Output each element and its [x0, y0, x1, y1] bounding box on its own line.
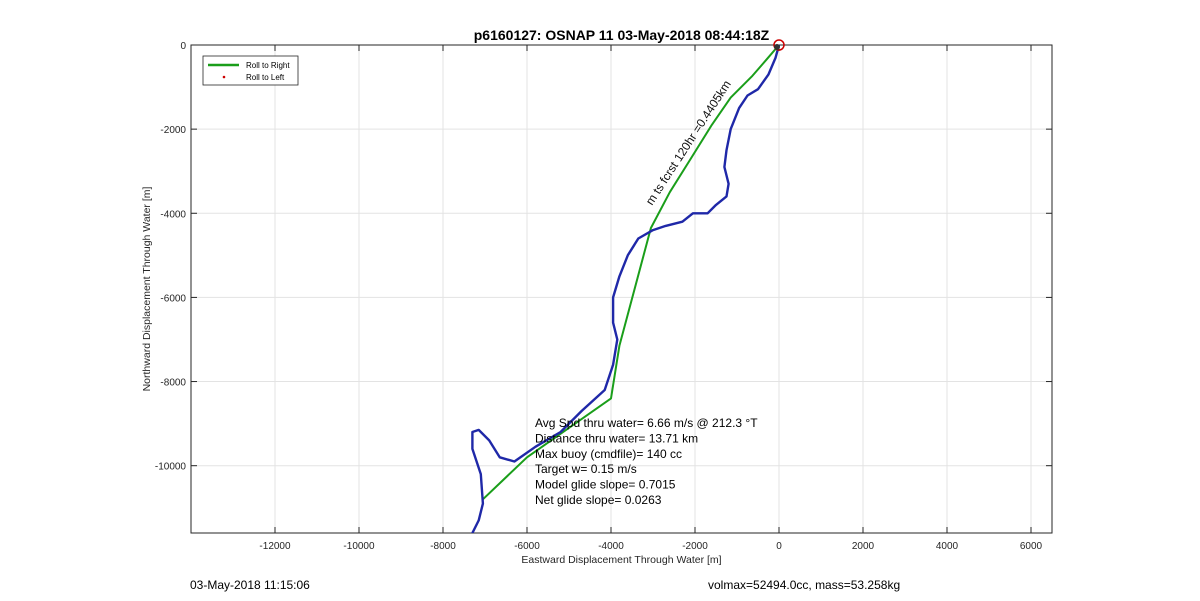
- annotation-text: Model glide slope= 0.7015: [535, 478, 676, 492]
- annotation-text: Max buoy (cmdfile)= 140 cc: [535, 447, 682, 461]
- y-tick-label: -2000: [160, 125, 186, 136]
- start-cluster: [774, 44, 780, 50]
- roll-to-right-track: [481, 45, 780, 501]
- x-tick-label: -8000: [430, 541, 456, 552]
- y-tick-label: -10000: [155, 462, 187, 473]
- axes-box: [190, 44, 1053, 534]
- x-tick-label: 2000: [852, 541, 875, 552]
- plot-area: [191, 45, 1052, 533]
- start-marker: [773, 39, 785, 51]
- annotation-text: Target w= 0.15 m/s: [535, 462, 637, 476]
- x-axis-label: Eastward Displacement Through Water [m]: [521, 554, 721, 566]
- annotation-text: Distance thru water= 13.71 km: [535, 431, 698, 445]
- chart-title: p6160127: OSNAP 11 03-May-2018 08:44:18Z: [474, 27, 770, 43]
- y-tick-label: -4000: [160, 209, 186, 220]
- footer-timestamp: 03-May-2018 11:15:06: [190, 578, 310, 592]
- x-tick-label: -12000: [259, 541, 291, 552]
- y-tick-label: 0: [180, 41, 186, 52]
- legend-label: Roll to Left: [246, 73, 285, 82]
- x-tick-label: 0: [776, 541, 782, 552]
- x-tick-label: -4000: [598, 541, 624, 552]
- annotation-text: Net glide slope= 0.0263: [535, 493, 662, 507]
- footer-volmax-mass: volmax=52494.0cc, mass=53.258kg: [708, 578, 901, 592]
- x-tick-label: -6000: [514, 541, 540, 552]
- y-tick-label: -6000: [160, 293, 186, 304]
- legend-label: Roll to Right: [246, 61, 290, 70]
- x-tick-label: -2000: [682, 541, 708, 552]
- x-tick-label: 4000: [936, 541, 959, 552]
- y-tick-label: -8000: [160, 378, 186, 389]
- x-tick-label: 6000: [1020, 541, 1043, 552]
- x-tick-label: -10000: [343, 541, 375, 552]
- y-axis-label: Northward Displacement Through Water [m]: [141, 187, 153, 392]
- annotation-text: Avg Spd thru water= 6.66 m/s @ 212.3 °T: [535, 416, 758, 430]
- legend-dot-swatch: [222, 75, 226, 79]
- legend-box: [202, 55, 299, 86]
- glider-track: [471, 45, 781, 533]
